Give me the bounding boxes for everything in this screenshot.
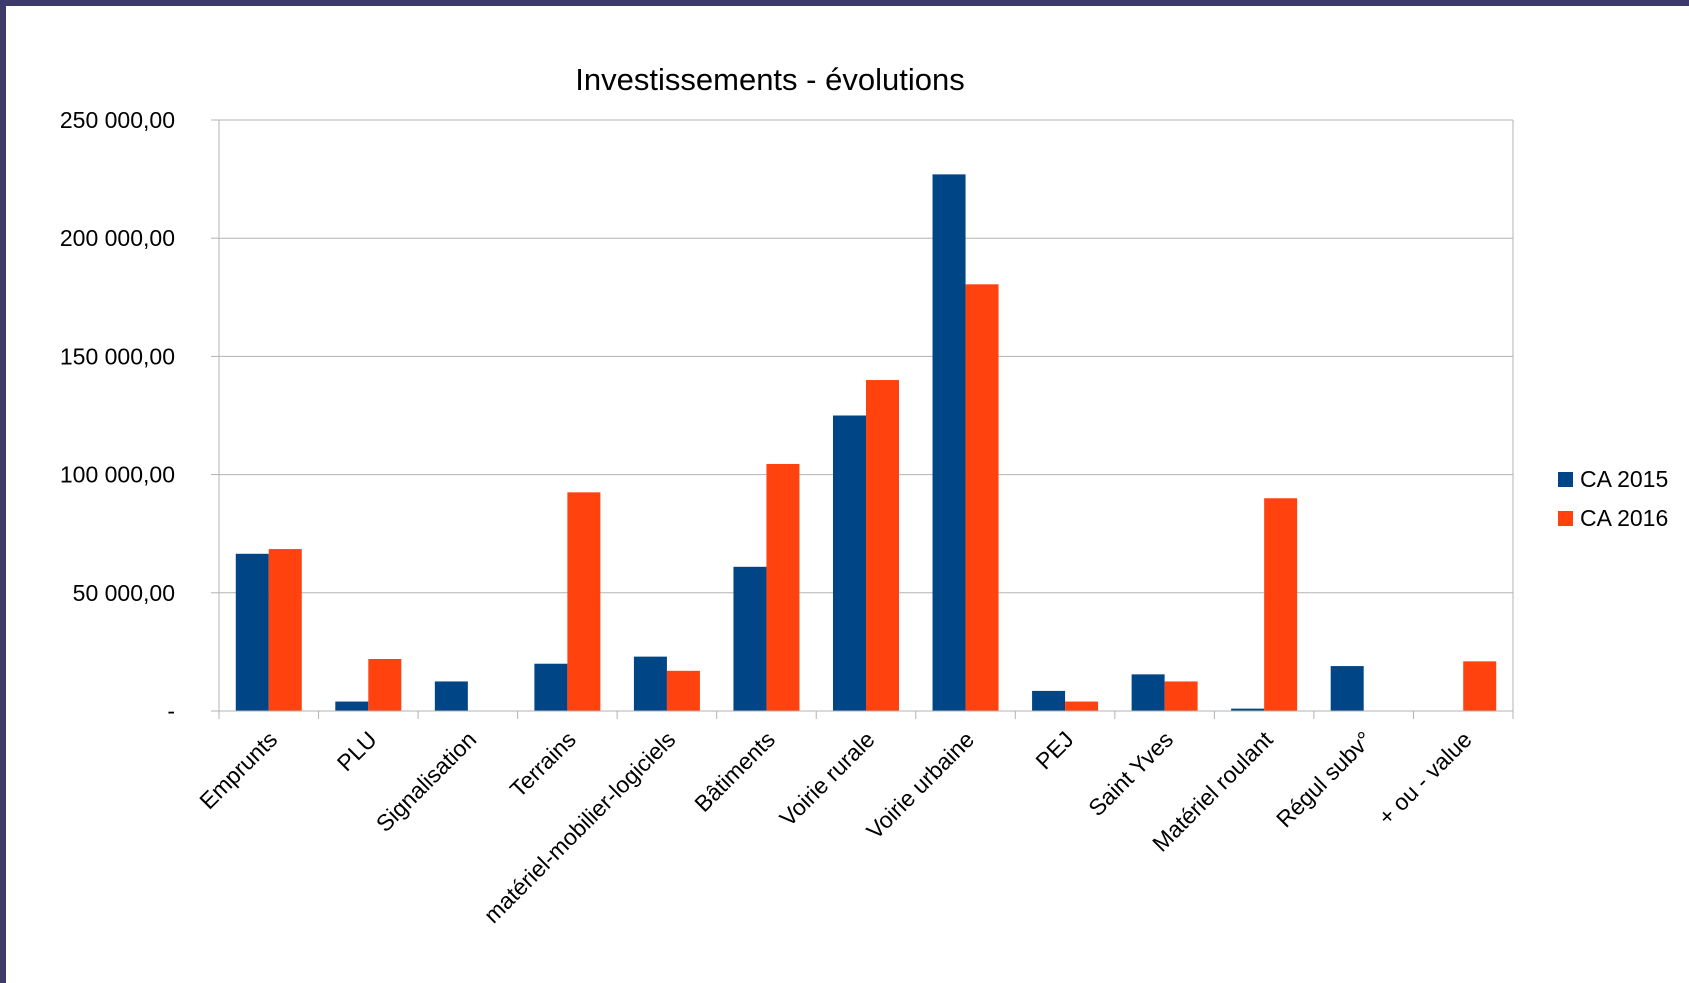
bar-ca-2016: [1264, 498, 1298, 711]
bar-ca-2016: [1065, 701, 1099, 711]
x-category-label: Voirie rurale: [774, 726, 879, 831]
bar-ca-2016: [368, 658, 402, 711]
y-tick-label: -: [167, 698, 175, 724]
bar-ca-2015: [1131, 674, 1165, 711]
legend-label: CA 2015: [1580, 466, 1668, 492]
x-category-label: Terrains: [505, 726, 581, 802]
legend-swatch: [1558, 472, 1573, 487]
y-tick-label: 50 000,00: [73, 580, 175, 606]
bar-ca-2016: [268, 549, 302, 711]
x-category-label: Signalisation: [371, 726, 482, 837]
x-category-label: Régul subv°: [1271, 726, 1377, 832]
bar-ca-2015: [534, 663, 568, 711]
y-tick-label: 100 000,00: [60, 462, 175, 488]
bar-ca-2016: [766, 463, 800, 711]
bar-ca-2015: [633, 656, 667, 711]
x-category-label: Emprunts: [194, 726, 282, 814]
legend-swatch: [1558, 511, 1573, 526]
bar-ca-2015: [833, 415, 866, 711]
bar-ca-2015: [335, 701, 369, 711]
x-category-label: Saint Yves: [1083, 726, 1178, 821]
bar-ca-2015: [434, 681, 468, 711]
grid-lines: [219, 119, 1513, 594]
bar-ca-2015: [1330, 666, 1364, 711]
bar-ca-2016: [567, 492, 601, 711]
legend-label: CA 2016: [1580, 505, 1668, 531]
x-category-label: Voirie urbaine: [861, 726, 979, 844]
y-tick-label: 200 000,00: [60, 225, 175, 251]
bar-ca-2016: [866, 380, 899, 711]
bars: [235, 174, 1497, 711]
bar-ca-2015: [1032, 690, 1066, 711]
y-tick-label: 250 000,00: [60, 107, 175, 133]
x-category-label: PLU: [332, 726, 382, 776]
bar-chart: Investissements - évolutions - 50 000,00 1…: [60, 62, 1668, 928]
bar-ca-2016: [1164, 681, 1198, 711]
y-tick-label: 150 000,00: [60, 343, 175, 369]
bar-ca-2016: [666, 670, 700, 711]
legend: CA 2015 CA 2016: [1558, 466, 1668, 531]
bar-ca-2015: [932, 174, 966, 711]
bar-ca-2015: [733, 566, 767, 711]
bar-ca-2016: [965, 284, 999, 711]
bar-ca-2015: [1231, 708, 1265, 711]
axes: [211, 119, 1514, 719]
x-category-label: matériel-mobilier-logiciels: [479, 726, 681, 928]
chart-frame: Investissements - évolutions - 50 000,00 1…: [6, 6, 1689, 983]
bar-ca-2015: [235, 553, 269, 711]
x-category-label: + ou - value: [1373, 726, 1477, 830]
x-category-label: PEJ: [1030, 726, 1078, 774]
y-axis-tick-labels: - 50 000,00 100 000,00 150 000,00 200 000,00…: [60, 107, 175, 724]
x-category-label: Bâtiments: [689, 726, 780, 817]
bar-ca-2016: [1463, 661, 1497, 711]
chart-title: Investissements - évolutions: [575, 62, 964, 97]
